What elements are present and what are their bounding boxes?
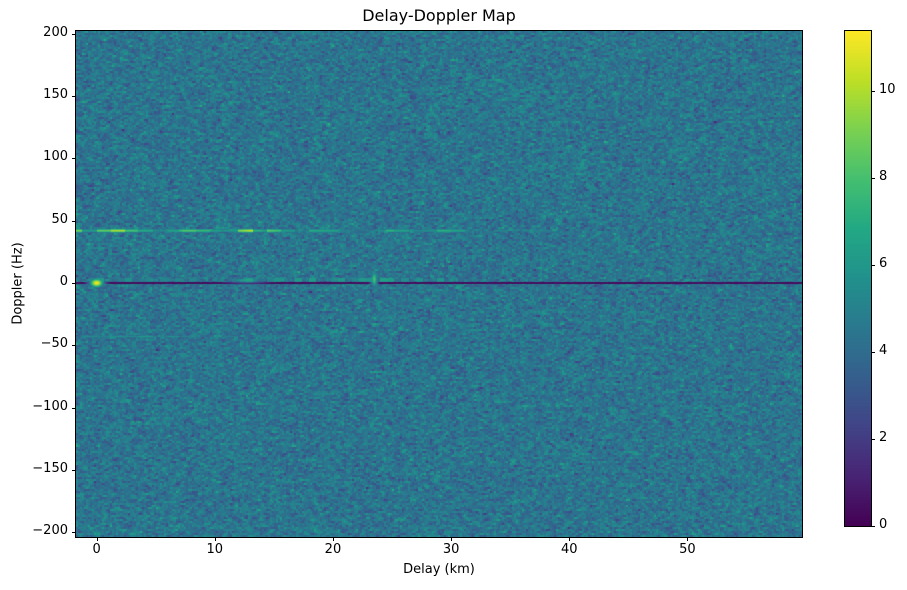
x-tick-mark bbox=[451, 537, 453, 541]
x-tick-mark bbox=[569, 537, 571, 541]
colorbar-tick-mark bbox=[871, 352, 875, 353]
x-tick-label: 10 bbox=[206, 542, 224, 557]
plot-area bbox=[75, 30, 803, 538]
colorbar-tick-label: 8 bbox=[879, 169, 888, 185]
x-tick-label: 20 bbox=[324, 542, 342, 557]
colorbar-tick-label: 10 bbox=[879, 82, 896, 98]
colorbar-tick-label: 4 bbox=[879, 343, 888, 358]
y-tick-mark bbox=[72, 407, 76, 409]
y-tick-mark bbox=[72, 96, 76, 98]
x-tick-mark bbox=[687, 537, 689, 541]
y-tick-label: −50 bbox=[40, 336, 68, 352]
y-axis-label: Doppler (Hz) bbox=[10, 242, 26, 325]
y-tick-label: 50 bbox=[51, 211, 68, 227]
heatmap-canvas bbox=[76, 31, 802, 537]
x-tick-label: 40 bbox=[560, 542, 578, 557]
colorbar-tick-label: 2 bbox=[879, 430, 888, 445]
y-tick-mark bbox=[72, 283, 76, 284]
y-tick-label: 150 bbox=[43, 87, 68, 103]
colorbar-tick-label: 0 bbox=[879, 517, 888, 532]
chart-title: Delay-Doppler Map bbox=[362, 6, 516, 25]
colorbar-tick-mark bbox=[871, 265, 875, 267]
y-tick-label: −150 bbox=[32, 460, 68, 476]
x-tick-mark bbox=[96, 537, 98, 541]
colorbar bbox=[844, 30, 872, 527]
colorbar-tick-mark bbox=[871, 526, 875, 527]
x-tick-label: 30 bbox=[442, 542, 460, 557]
y-tick-label: −200 bbox=[32, 523, 68, 539]
y-tick-mark bbox=[72, 158, 76, 160]
y-tick-mark bbox=[72, 220, 76, 222]
colorbar-tick-mark bbox=[871, 439, 875, 440]
y-tick-mark bbox=[72, 33, 76, 35]
y-tick-mark bbox=[72, 532, 76, 534]
colorbar-tick-mark bbox=[871, 178, 875, 180]
y-tick-label: 0 bbox=[59, 274, 68, 289]
y-tick-label: −100 bbox=[32, 398, 68, 414]
y-tick-label: 100 bbox=[43, 149, 68, 165]
y-tick-mark bbox=[72, 469, 76, 471]
x-tick-label: 0 bbox=[92, 542, 101, 557]
x-tick-mark bbox=[214, 537, 216, 541]
y-tick-mark bbox=[72, 345, 76, 347]
x-tick-label: 50 bbox=[679, 542, 696, 557]
x-axis-label: Delay (km) bbox=[403, 562, 475, 577]
y-tick-label: 200 bbox=[43, 24, 68, 40]
colorbar-tick-label: 6 bbox=[879, 256, 888, 272]
colorbar-tick-mark bbox=[871, 91, 875, 93]
x-tick-mark bbox=[332, 537, 334, 541]
colorbar-canvas bbox=[845, 31, 871, 526]
